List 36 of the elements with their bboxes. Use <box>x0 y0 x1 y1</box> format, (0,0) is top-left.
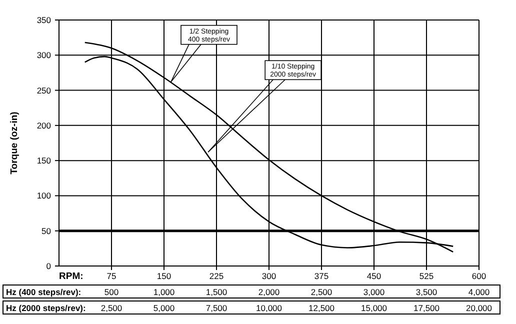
x-tick-label: 75 <box>106 271 116 281</box>
text: 12,500 <box>308 303 335 313</box>
x2-tick-label: 1,000 <box>153 287 175 297</box>
x-tick-label: 225 <box>209 271 224 281</box>
x-tick-label: 450 <box>366 271 382 281</box>
x2-tick-label: 2,500 <box>310 287 332 297</box>
x-tick-label: 150 <box>156 271 172 281</box>
x-tick-label: 525 <box>419 271 434 281</box>
x-tick-label: 375 <box>314 271 329 281</box>
y-tick-label: 50 <box>42 226 52 236</box>
y-tick-label: 200 <box>36 120 52 130</box>
y-tick-label: 250 <box>36 85 52 96</box>
y-tick-label: 100 <box>36 190 52 201</box>
x-axis-title: RPM: <box>59 271 84 282</box>
text: 17,500 <box>414 303 440 313</box>
x-tick-label: 600 <box>472 271 486 281</box>
y-axis-title: Torque (oz-in) <box>9 112 20 174</box>
x2-axis-title: Hz (400 steps/rev): <box>6 287 82 297</box>
y-tick-label: 0 <box>46 261 52 271</box>
y-tick-label: 150 <box>36 156 52 166</box>
text: 2,500 <box>100 303 122 313</box>
text: 10,000 <box>256 303 282 313</box>
text: 20,000 <box>466 303 492 313</box>
text: 15,000 <box>361 303 388 313</box>
x2-tick-label: 1,500 <box>206 287 228 297</box>
x2-tick-label: 3,500 <box>416 287 438 297</box>
y-tick-label: 300 <box>36 50 52 60</box>
x2-tick-label: 4,000 <box>468 287 490 297</box>
text: Hz (2000 steps/rev): <box>6 303 86 313</box>
text: 7,500 <box>206 303 228 313</box>
x2-tick-label: 2,000 <box>258 287 280 297</box>
x2-tick-label: 500 <box>104 287 119 297</box>
text: 5,000 <box>153 303 175 313</box>
y-tick-label: 350 <box>36 15 52 25</box>
x2-tick-label: 3,000 <box>363 287 385 297</box>
x-tick-label: 300 <box>262 271 276 281</box>
